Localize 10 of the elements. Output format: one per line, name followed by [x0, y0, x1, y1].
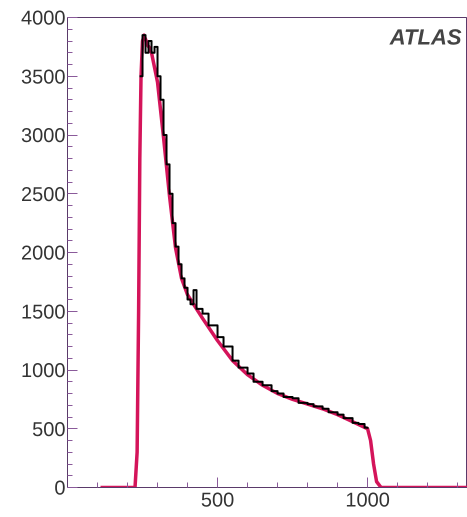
y-tick-label: 2500 [21, 184, 66, 206]
y-tick-label: 3500 [21, 66, 66, 88]
annotation: ATLAS [388, 24, 462, 50]
y-tick-label: 4000 [21, 8, 66, 30]
y-tick-label: 0 [54, 478, 66, 500]
y-tick-label: 1000 [21, 360, 66, 382]
y-tick-label: 500 [32, 418, 66, 441]
y-tick-label: 3000 [21, 125, 66, 147]
y-tick-label: 2000 [21, 242, 66, 264]
y-tick-label: 1500 [21, 301, 66, 324]
